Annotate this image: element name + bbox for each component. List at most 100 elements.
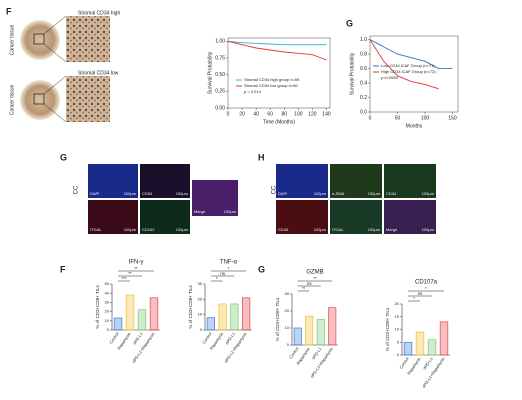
x-tick-label: 20: [239, 111, 245, 117]
if-image: [192, 180, 238, 216]
x-tick-label: αPD-L1+Rapamycin: [223, 331, 248, 363]
marker-label: ITGAL: [90, 227, 102, 232]
marker-label: Merge: [194, 209, 206, 214]
y-tick-label: 0.6: [360, 66, 367, 72]
y-tick-label: 30: [198, 281, 203, 286]
bar: [242, 297, 251, 331]
marker-label: DAPI: [90, 191, 99, 196]
x-tick-label: 0: [369, 115, 372, 121]
scale-label: 100μm: [124, 191, 137, 196]
x-tick-label: 150: [448, 115, 457, 121]
sig-label: **: [313, 276, 317, 281]
if-image: [140, 164, 190, 198]
x-tick-label: 120: [308, 111, 317, 117]
p-value: p = 0.014: [244, 89, 262, 94]
marker-label: α-SMA: [332, 191, 345, 196]
panel-label: G: [60, 152, 67, 162]
sig-label: **: [128, 271, 132, 276]
zoom-link: [43, 43, 67, 63]
sig-label: ns: [307, 281, 313, 286]
x-tick-label: 100: [421, 115, 430, 121]
zoom-link: [43, 75, 67, 95]
x-tick-label: 40: [253, 111, 259, 117]
y-tick-label: 0.0: [360, 109, 367, 115]
survival-curve: [227, 40, 327, 46]
sig-label: *: [216, 276, 218, 281]
y-tick-label: 1.00: [215, 39, 225, 45]
y-tick-label: 20: [395, 301, 400, 306]
x-tick-label: 100: [294, 111, 303, 117]
y-axis-title: Survival Probability: [207, 51, 213, 94]
chart-title: CD107a: [415, 280, 438, 286]
legend-label: High CD34 iCAF Group (n=72): [381, 69, 436, 74]
y-axis-title: % of CD3+CD8+ TILs: [385, 307, 390, 351]
y-tick-label: 10: [395, 327, 400, 332]
bar: [113, 317, 123, 331]
zoom-link: [43, 103, 67, 123]
x-tick-label: 0: [227, 111, 230, 117]
tissue-side: Cancer tissue: [9, 85, 15, 116]
bar: [427, 339, 437, 356]
bar: [328, 307, 337, 346]
tissue-title: Stromal CD34 low: [78, 70, 119, 76]
scale-label: 100μm: [368, 227, 381, 232]
y-tick-label: 0.75: [215, 55, 225, 61]
if-image: [384, 200, 436, 234]
bar: [230, 303, 239, 331]
marker-label: CD63: [142, 191, 153, 196]
bar: [125, 294, 135, 331]
if-image: [330, 200, 382, 234]
zoom-link: [43, 15, 67, 35]
marker-label: DAPI: [278, 191, 287, 196]
bar: [439, 321, 449, 356]
y-tick-label: 30: [285, 291, 290, 296]
y-tick-label: 0: [107, 327, 110, 332]
tissue-title: Stromal CD34 high: [78, 10, 120, 16]
x-tick-label: Control: [288, 346, 300, 360]
bar: [218, 303, 227, 331]
scale-label: 100μm: [176, 227, 189, 232]
y-tick-label: 20: [285, 308, 290, 313]
scale-label: 100μm: [368, 191, 381, 196]
bar: [305, 315, 314, 346]
sig-label: **: [302, 286, 306, 291]
if-image: [276, 164, 328, 198]
y-tick-label: 0.00: [215, 105, 225, 111]
sig-label: *: [425, 286, 427, 291]
bar: [137, 309, 147, 331]
if-image: [140, 200, 190, 234]
zoom-box: [33, 33, 45, 45]
panel-label: G: [258, 264, 265, 274]
sig-label: ***: [121, 276, 127, 281]
sig-label: ns: [220, 271, 226, 276]
x-tick-label: 50: [395, 115, 401, 121]
scale-label: 100μm: [314, 191, 327, 196]
tissue-side: Cancer tissue: [9, 25, 15, 56]
zoom-box: [33, 93, 45, 105]
panel-label: F: [6, 6, 12, 16]
y-tick-label: 0.2: [360, 95, 367, 101]
x-tick-label: 80: [281, 111, 287, 117]
sig-label: ns: [418, 291, 424, 296]
marker-label: CD34: [386, 191, 397, 196]
marker-label: CD45: [278, 227, 289, 232]
y-axis-title: % of CD3+CD8+ TILs: [275, 297, 280, 341]
panel-label: G: [346, 18, 353, 28]
legend-label: Stromal CD34 high group n=59: [244, 77, 300, 82]
bar: [316, 319, 325, 346]
y-tick-label: 10: [105, 318, 110, 323]
if-image: [88, 200, 138, 234]
tissue-image: [20, 80, 60, 120]
y-axis-title: % of CD3+CD8+ TILs: [95, 285, 100, 329]
x-tick-label: αPD-L1+Rapamycin: [309, 346, 334, 378]
y-tick-label: 0.4: [360, 80, 367, 86]
survival-curve: [369, 39, 453, 70]
y-tick-label: 30: [105, 299, 110, 304]
y-axis-title: % of CD3+CD8+ TILs: [188, 285, 193, 329]
group-label: CC: [74, 185, 80, 194]
chart-title: TNF-α: [220, 260, 238, 266]
panel-label: H: [258, 152, 265, 162]
y-tick-label: 0.50: [215, 72, 225, 78]
y-tick-label: 20: [105, 309, 110, 314]
